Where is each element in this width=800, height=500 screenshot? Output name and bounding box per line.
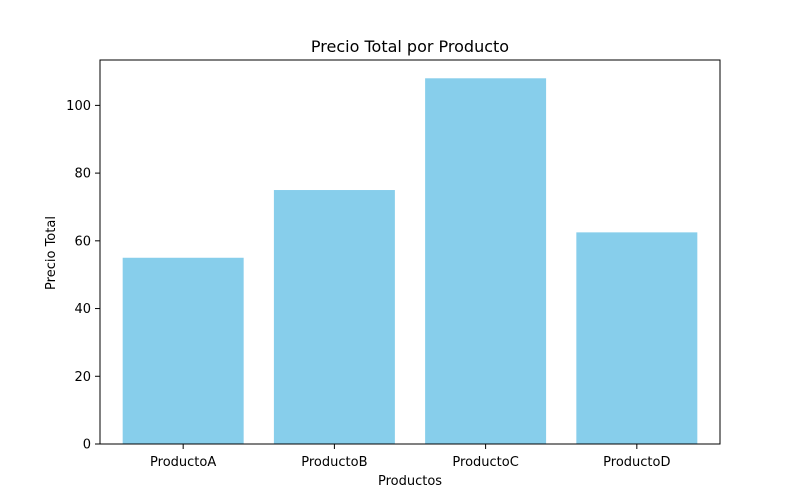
bar-productod bbox=[576, 232, 698, 444]
plot-frame bbox=[99, 59, 721, 445]
x-tick-label: ProductoA bbox=[150, 455, 216, 470]
x-tick-label: ProductoB bbox=[301, 455, 367, 470]
bar-productoc bbox=[425, 78, 547, 444]
y-tick-label: 60 bbox=[74, 234, 91, 249]
chart-title: Precio Total por Producto bbox=[311, 37, 509, 56]
y-tick-label: 100 bbox=[66, 99, 91, 114]
x-axis-label: Productos bbox=[378, 474, 442, 489]
y-axis: 0 20 40 60 80 100 bbox=[66, 99, 100, 453]
y-tick-label: 40 bbox=[74, 302, 91, 317]
y-axis-label: Precio Total bbox=[44, 216, 59, 290]
bar-productob bbox=[273, 190, 395, 444]
y-tick-label: 0 bbox=[83, 438, 91, 453]
plot-area bbox=[99, 59, 721, 445]
bar-productoa bbox=[122, 257, 244, 444]
x-tick-label: ProductoC bbox=[452, 455, 518, 470]
y-tick-label: 20 bbox=[74, 370, 91, 385]
x-tick-label: ProductoD bbox=[603, 455, 670, 470]
y-tick-label: 80 bbox=[74, 167, 91, 182]
x-axis: ProductoA ProductoB ProductoC ProductoD bbox=[150, 444, 670, 470]
